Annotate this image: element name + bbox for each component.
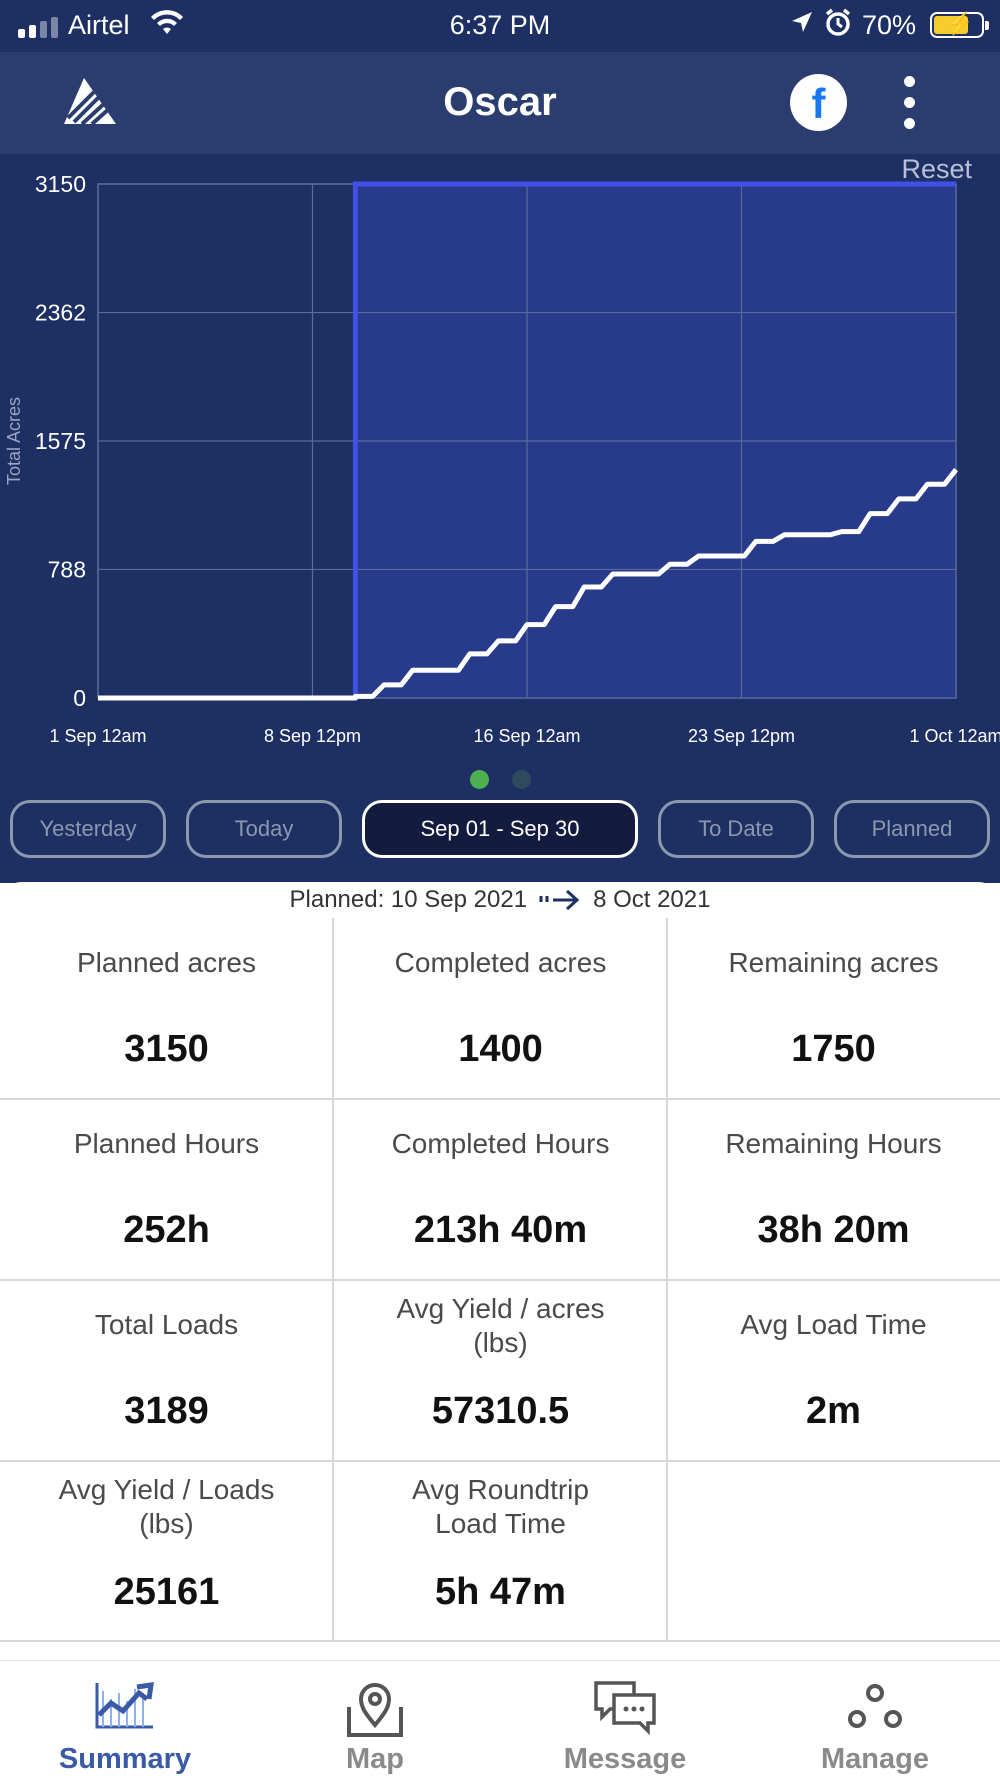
stat-label: Avg Yield / Loads (lbs) [58, 1474, 275, 1539]
x-tick-label: 16 Sep 12am [473, 726, 580, 746]
page-dot-active[interactable] [470, 770, 489, 789]
message-icon [500, 1679, 750, 1739]
planned-date-range: Planned: 10 Sep 2021 8 Oct 2021 [0, 886, 1000, 914]
planned-start: Planned: 10 Sep 2021 [289, 886, 528, 913]
app-bar: Oscar f [0, 52, 1000, 154]
tab-label: Map [346, 1743, 404, 1775]
stat-avg-yield-loads: Avg Yield / Loads (lbs) 25161 [0, 1461, 333, 1642]
dotted-arrow-icon [539, 889, 580, 911]
stat-label: Avg Roundtrip Load Time [412, 1474, 589, 1539]
stat-value: 3150 [124, 1028, 209, 1070]
chart-canvas: 0 788 1575 2362 3150 1 Sep 12am 8 Sep 12pm 16 S… [4, 171, 1000, 746]
location-icon [790, 10, 814, 43]
stat-value: 38h 20m [757, 1209, 910, 1251]
grid-divider [0, 1460, 1000, 1462]
stat-avg-yield-acres: Avg Yield / acres (lbs) 57310.5 [334, 1280, 667, 1461]
planned-end: 8 Oct 2021 [593, 886, 711, 913]
stat-label: Remaining acres [728, 947, 939, 978]
y-tick-label: 788 [48, 556, 86, 582]
stat-avg-roundtrip: Avg Roundtrip Load Time 5h 47m [334, 1461, 667, 1642]
stat-completed-acres: Completed acres 1400 [334, 918, 667, 1099]
stat-label: Completed Hours [391, 1128, 610, 1159]
page-dot[interactable] [512, 770, 531, 789]
summary-sheet: Planned: 10 Sep 2021 8 Oct 2021 Planned … [0, 882, 1000, 1660]
tab-manage[interactable]: Manage [750, 1661, 1000, 1778]
stat-completed-hours: Completed Hours 213h 40m [334, 1099, 667, 1280]
stat-remaining-hours: Remaining Hours 38h 20m [667, 1099, 1000, 1280]
range-tab-today[interactable]: Today [186, 800, 342, 858]
y-tick-label: 0 [73, 685, 86, 711]
map-pin-icon [250, 1679, 500, 1739]
x-tick-label: 1 Sep 12am [49, 726, 146, 746]
stat-planned-hours: Planned Hours 252h [0, 1099, 333, 1280]
stat-label: Completed acres [394, 947, 607, 978]
range-selector: Yesterday Today Sep 01 - Sep 30 To Date … [0, 800, 1000, 860]
carrier-name: Airtel [68, 10, 130, 40]
stat-value: 5h 47m [435, 1571, 566, 1613]
stat-label: Total Loads [94, 1309, 239, 1340]
tab-label: Message [563, 1743, 687, 1775]
tab-label: Manage [821, 1743, 929, 1775]
stat-value: 1750 [791, 1028, 876, 1070]
stat-label: Planned Hours [73, 1128, 260, 1159]
manage-icon [750, 1679, 1000, 1739]
battery-level-fill [934, 16, 968, 34]
tab-message[interactable]: Message [500, 1661, 750, 1778]
range-tab-to-date[interactable]: To Date [658, 800, 814, 858]
facebook-icon[interactable]: f [790, 74, 847, 131]
grid-divider [0, 1098, 1000, 1100]
page-indicator [0, 770, 1000, 790]
wifi-icon [150, 10, 184, 43]
page-title: Oscar [443, 80, 557, 124]
stat-label: Avg Yield / acres (lbs) [396, 1293, 605, 1358]
stat-remaining-acres: Remaining acres 1750 [667, 918, 1000, 1099]
tab-summary[interactable]: Summary [0, 1661, 250, 1778]
range-tab-yesterday[interactable]: Yesterday [10, 800, 166, 858]
y-tick-label: 1575 [35, 428, 86, 454]
app-logo-icon [64, 78, 116, 129]
acres-chart[interactable]: 0 788 1575 2362 3150 1 Sep 12am 8 Sep 12pm 16 S… [0, 154, 1000, 764]
stat-value: 252h [123, 1209, 210, 1251]
stat-avg-load-time: Avg Load Time 2m [667, 1280, 1000, 1461]
charging-bolt-icon: ⚡ [946, 11, 974, 36]
reset-button[interactable]: Reset [901, 154, 972, 184]
stat-value: 2m [806, 1390, 861, 1432]
y-tick-label: 3150 [35, 171, 86, 197]
battery-icon: ⚡ [930, 11, 989, 38]
y-tick-label: 2362 [35, 300, 86, 326]
clock: 6:37 PM [449, 10, 551, 40]
grid-divider [0, 1640, 1000, 1642]
signal-icon [18, 16, 58, 38]
bottom-tab-bar: Summary Map Message [0, 1660, 1000, 1778]
stat-value: 57310.5 [431, 1390, 570, 1432]
more-options-icon[interactable] [890, 74, 930, 132]
stat-value: 25161 [113, 1571, 220, 1613]
x-tick-label: 1 Oct 12am [909, 726, 1000, 746]
range-tab-month[interactable]: Sep 01 - Sep 30 [362, 800, 638, 858]
stat-label: Planned acres [76, 947, 256, 978]
stat-planned-acres: Planned acres 3150 [0, 918, 333, 1099]
summary-chart-icon [0, 1679, 250, 1739]
stat-value: 213h 40m [413, 1209, 588, 1251]
header-area: Airtel 6:37 PM 70% ⚡ Oscar f [0, 0, 1000, 883]
range-tab-planned[interactable]: Planned [834, 800, 990, 858]
alarm-icon [824, 8, 852, 45]
x-tick-label: 23 Sep 12pm [688, 726, 795, 746]
grid-divider [0, 1279, 1000, 1281]
stat-value: 1400 [458, 1028, 543, 1070]
status-bar: Airtel 6:37 PM 70% ⚡ [0, 0, 1000, 52]
y-axis-label: Total Acres [4, 397, 24, 485]
stat-label: Avg Load Time [740, 1309, 927, 1340]
tab-map[interactable]: Map [250, 1661, 500, 1778]
tab-label: Summary [58, 1743, 192, 1775]
stat-value: 3189 [124, 1390, 209, 1432]
actual-line [98, 468, 958, 701]
stat-label: Remaining Hours [725, 1128, 942, 1159]
battery-percent: 70% [862, 10, 917, 40]
stat-total-loads: Total Loads 3189 [0, 1280, 333, 1461]
x-tick-label: 8 Sep 12pm [264, 726, 361, 746]
